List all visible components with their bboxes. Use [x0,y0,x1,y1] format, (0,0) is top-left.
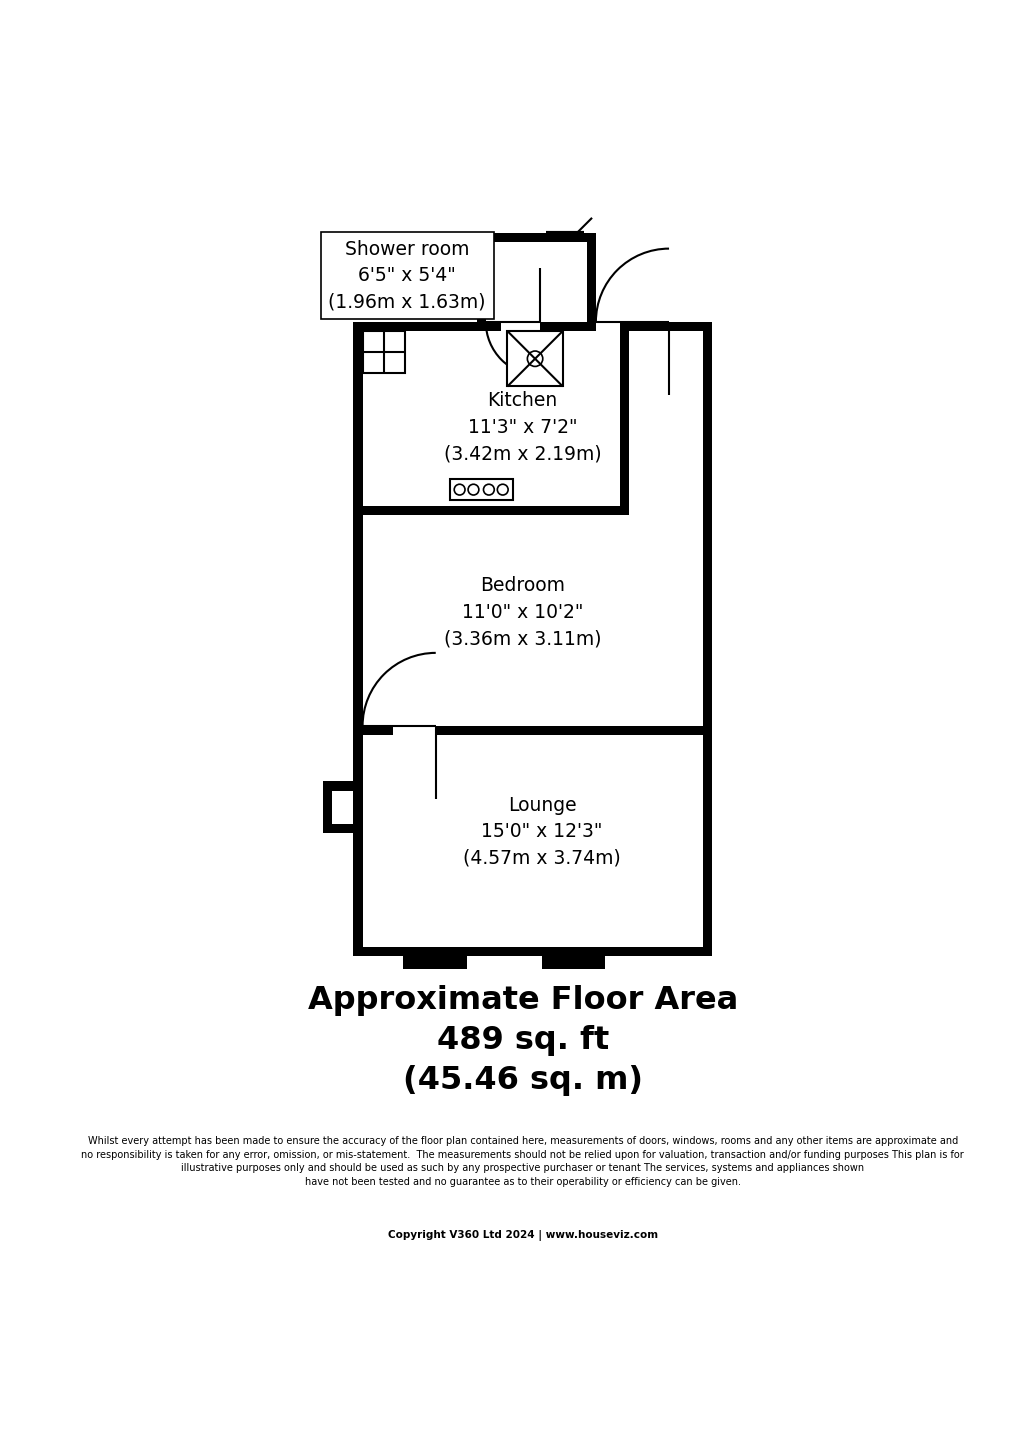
Bar [668,322,711,330]
Bar [362,726,393,736]
Bar [353,322,485,330]
Text: Copyright V360 Ltd 2024 | www.houseviz.com: Copyright V360 Ltd 2024 | www.houseviz.c… [387,1231,657,1241]
Text: Bedroom
11'0" x 10'2"
(3.36m x 3.11m): Bedroom 11'0" x 10'2" (3.36m x 3.11m) [443,576,601,648]
Text: illustrative purposes only and should be used as such by any prospective purchas: illustrative purposes only and should be… [181,1163,863,1173]
Bar [586,234,595,330]
Bar [353,322,362,957]
Text: have not been tested and no guarantee as to their operability or efficiency can : have not been tested and no guarantee as… [305,1177,740,1188]
Text: Lounge
15'0" x 12'3"
(4.57m x 3.74m): Lounge 15'0" x 12'3" (4.57m x 3.74m) [463,795,621,867]
Text: (45.46 sq. m): (45.46 sq. m) [403,1065,642,1097]
Bar [322,782,331,824]
Bar [476,322,500,330]
Text: Approximate Floor Area: Approximate Floor Area [308,986,737,1016]
Bar [476,234,595,242]
Bar [322,824,362,833]
Bar [362,330,405,374]
Bar [362,506,629,515]
Bar [403,947,466,968]
Text: Shower room
6'5" x 5'4"
(1.96m x 1.63m): Shower room 6'5" x 5'4" (1.96m x 1.63m) [328,240,485,312]
Bar [539,322,595,330]
Bar [322,782,362,791]
Bar [620,322,711,330]
Bar [620,330,629,506]
Bar [476,234,485,322]
Bar [702,322,711,957]
Bar [353,947,711,957]
Bar [506,330,562,387]
Text: no responsibility is taken for any error, omission, or mis-statement.  The measu: no responsibility is taken for any error… [82,1150,963,1160]
Bar [449,479,513,501]
Bar [435,726,702,736]
Bar [620,330,629,506]
Bar [541,947,604,968]
Text: Kitchen
11'3" x 7'2"
(3.42m x 2.19m): Kitchen 11'3" x 7'2" (3.42m x 2.19m) [443,391,601,463]
Text: 489 sq. ft: 489 sq. ft [436,1026,608,1056]
Text: Whilst every attempt has been made to ensure the accuracy of the floor plan cont: Whilst every attempt has been made to en… [88,1136,957,1146]
